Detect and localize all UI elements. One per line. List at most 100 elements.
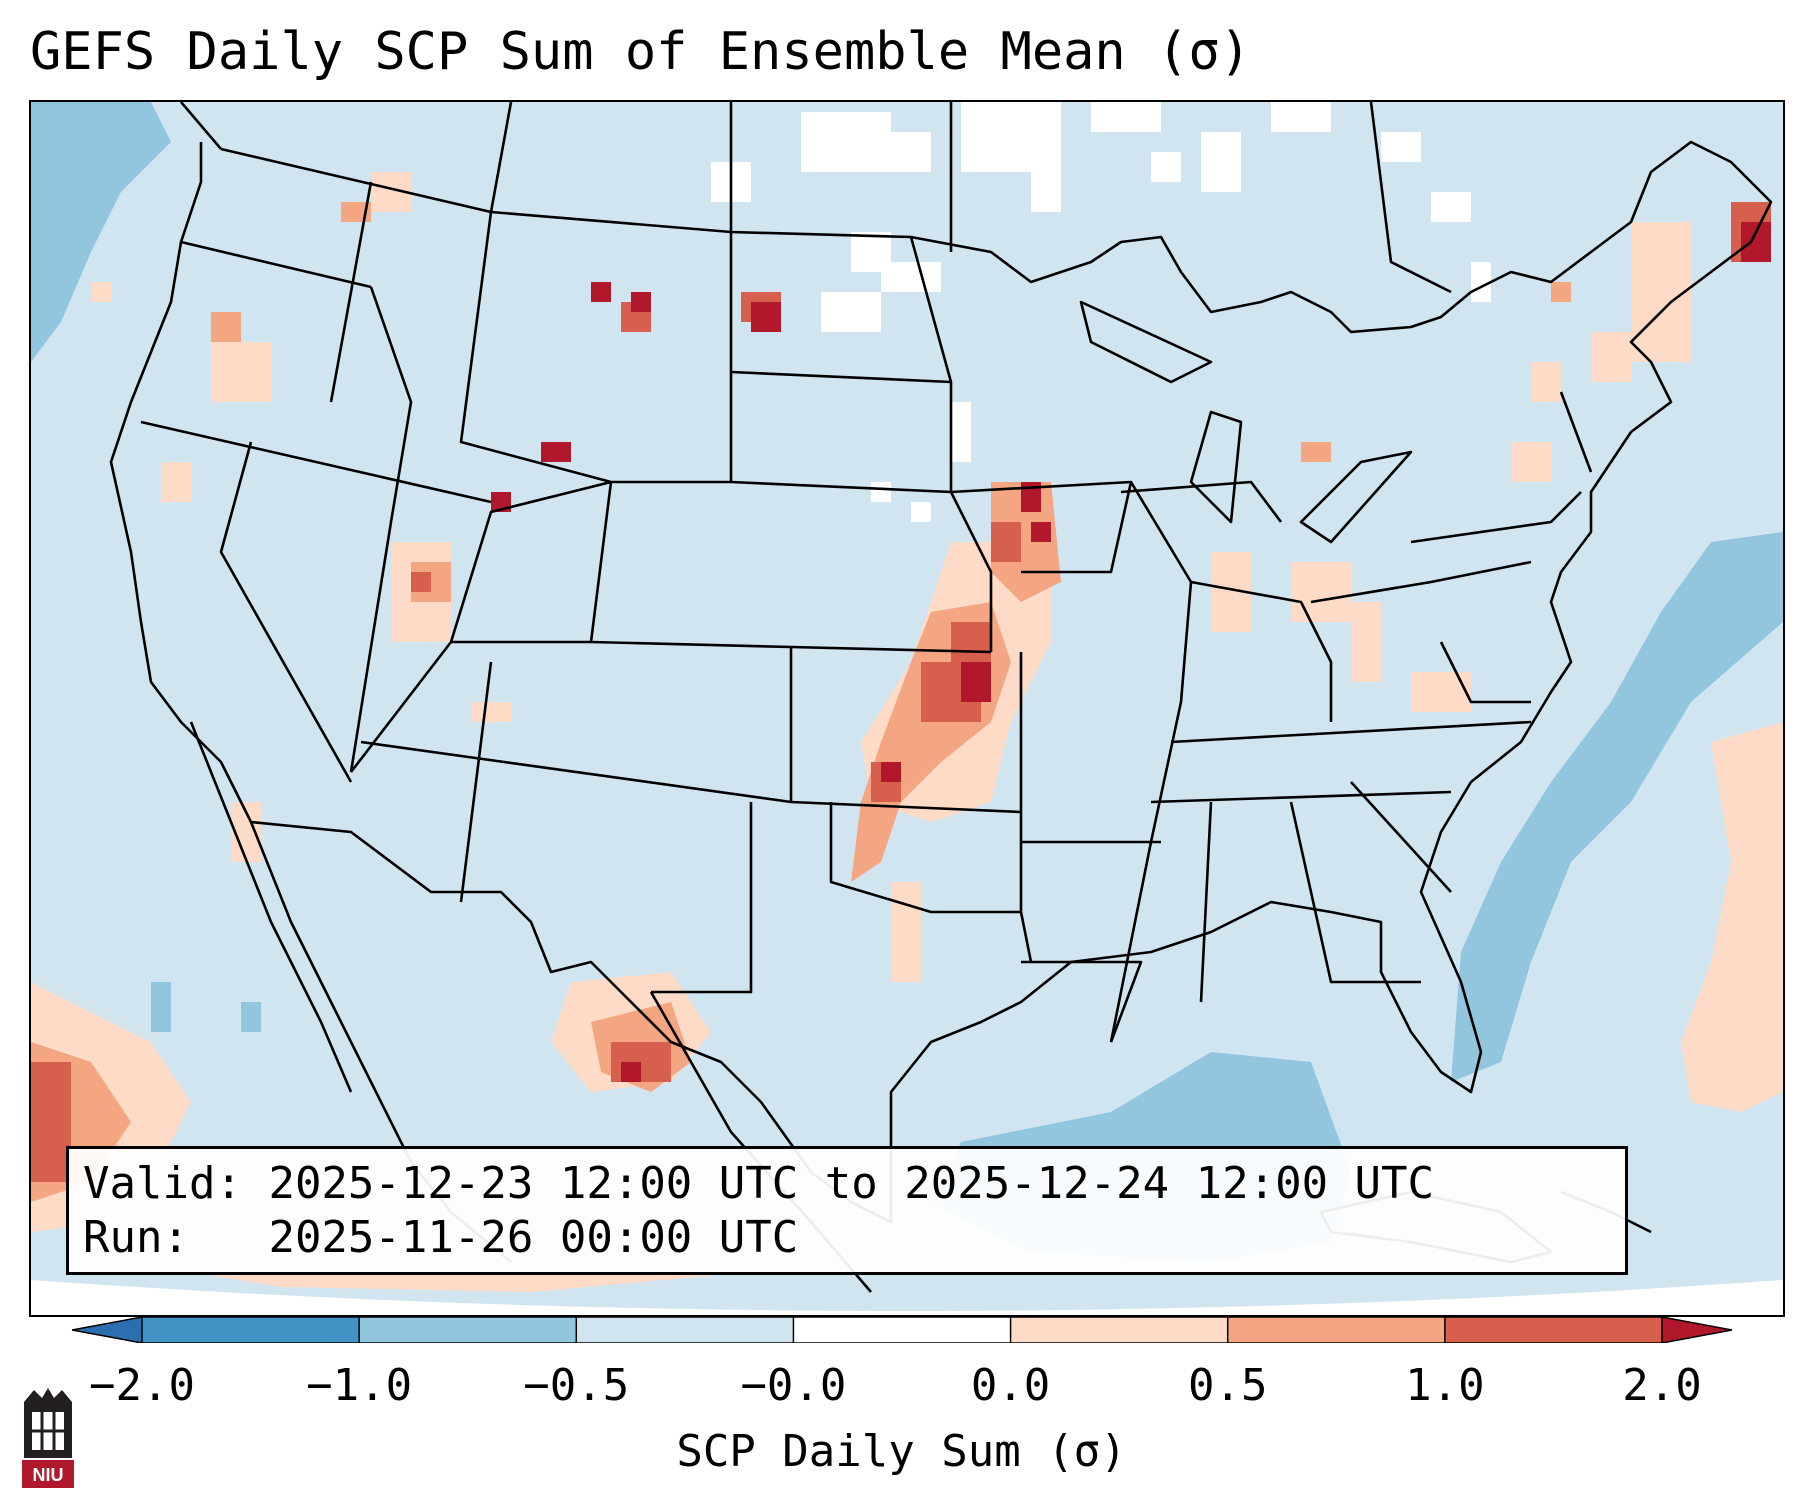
cell — [1591, 332, 1631, 382]
colorbar-tick-label: 0.5 — [1187, 1360, 1268, 1411]
ia-border — [950, 480, 1133, 574]
cell — [1631, 222, 1691, 362]
cell — [631, 292, 651, 312]
colorbar-arrow-high — [1662, 1317, 1732, 1343]
colorbar-tick-label: 2.0 — [1622, 1360, 1702, 1411]
cell — [1201, 132, 1241, 192]
colorbar-tick-label: −0.0 — [740, 1360, 847, 1411]
lake-michigan — [1189, 410, 1243, 524]
nm-tx — [651, 802, 753, 994]
cell — [211, 312, 241, 342]
vt-nh — [1559, 391, 1593, 473]
cell — [91, 282, 111, 302]
mo-ar-la-west — [1019, 652, 1033, 963]
cell — [211, 342, 271, 402]
cell — [991, 522, 1021, 562]
domain-edge — [31, 1280, 1783, 1315]
atlantic-positive-area — [1681, 722, 1783, 1112]
run-row: Run: 2025-11-26 00:00 UTC — [83, 1211, 1611, 1265]
colorbar-tick-label: 0.0 — [970, 1360, 1051, 1411]
az-nm-north — [360, 740, 792, 804]
colorbar-tick-label: 1.0 — [1405, 1360, 1485, 1411]
cell — [471, 702, 511, 722]
us-outline — [109, 140, 1773, 1224]
cell — [881, 262, 941, 292]
az-nm-border — [459, 661, 493, 903]
map-svg — [31, 102, 1783, 1315]
near-zero-cells — [711, 102, 1491, 522]
cell — [1411, 672, 1471, 712]
cell — [1431, 192, 1471, 222]
wv-va — [1439, 641, 1531, 704]
cell — [961, 662, 991, 702]
cell — [31, 1062, 71, 1182]
map-panel — [29, 100, 1785, 1317]
bc-border — [180, 102, 222, 150]
colorbar-segment — [1010, 1317, 1229, 1343]
lake-superior — [1079, 300, 1213, 384]
colorbar — [72, 1317, 1732, 1343]
colorbar-segment — [793, 1317, 1012, 1343]
colorbar-segment — [142, 1317, 360, 1343]
ga-sc — [1350, 781, 1452, 893]
run-value: 2025-11-26 00:00 UTC — [268, 1212, 799, 1263]
strongest-positive-cells — [491, 222, 1771, 1082]
cell — [591, 282, 611, 302]
id-west-border — [329, 181, 373, 403]
cell — [1151, 152, 1181, 182]
cell — [751, 302, 781, 332]
cell — [1351, 602, 1381, 682]
tn-ky-va — [1170, 720, 1532, 744]
cell — [411, 572, 431, 592]
cell — [951, 622, 991, 662]
cell — [1271, 102, 1331, 132]
colorbar-segment — [576, 1317, 794, 1343]
on-qc-border — [1369, 102, 1452, 294]
ca-nv-border — [219, 441, 353, 783]
niu-logo: NIU — [22, 1388, 74, 1488]
ne-ks-border — [790, 645, 992, 654]
ms-al — [1199, 801, 1213, 1003]
valid-row: Valid: 2025-12-23 12:00 UTC to 2025-12-2… — [83, 1157, 1611, 1211]
pa-ny — [1410, 491, 1582, 544]
wa-or-border — [180, 240, 372, 289]
ok-tx-border — [829, 802, 1021, 914]
cell — [951, 402, 971, 462]
cell — [1741, 222, 1771, 262]
cell — [1291, 562, 1351, 622]
wi-il — [1120, 480, 1283, 523]
cell — [911, 502, 931, 522]
lake-erie-huron — [1299, 450, 1413, 544]
cell — [801, 112, 891, 172]
cell — [1091, 102, 1161, 132]
cell — [881, 762, 901, 782]
la-ms — [1021, 960, 1143, 1043]
cell — [821, 292, 881, 332]
mt-wy-border — [459, 211, 731, 484]
atlantic-negative-band — [1451, 532, 1783, 1082]
cell — [1531, 362, 1561, 402]
colorbar-tick-label: −0.5 — [523, 1360, 630, 1411]
cell — [1551, 282, 1571, 302]
cell — [621, 1062, 641, 1082]
pacific-nw-negative-area — [31, 102, 171, 362]
nd-sd-border — [730, 370, 952, 384]
or-ca-nv-north — [140, 420, 492, 504]
cell — [871, 482, 891, 502]
cell — [1471, 262, 1491, 302]
colorbar-segment — [1227, 1317, 1446, 1343]
colorbar-label: SCP Daily Sum (σ) — [676, 1426, 1127, 1477]
cell — [541, 442, 571, 462]
ks-ok-border — [790, 800, 1022, 814]
wy-ut-co — [349, 480, 612, 773]
logo-banner — [22, 1460, 74, 1488]
al-ga — [1289, 801, 1421, 984]
sd-ne-border — [730, 480, 952, 494]
cell — [241, 1002, 261, 1032]
cell — [891, 882, 921, 982]
colorbar-segment — [359, 1317, 577, 1343]
baja-west-coast — [189, 721, 353, 1093]
valid-label: Valid: — [83, 1158, 242, 1209]
colorbar-ticks: −2.0 −1.0 −0.5 −0.0 0.0 0.5 1.0 2.0 — [0, 1360, 1803, 1420]
nv-ut-border — [349, 286, 413, 773]
